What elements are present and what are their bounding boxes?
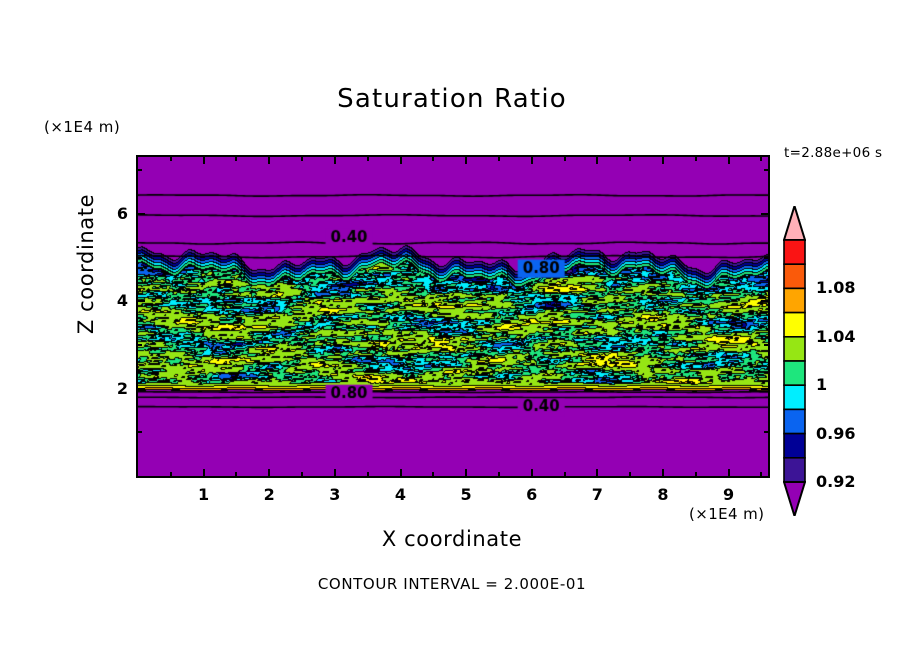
x-tick-label: 7	[591, 485, 603, 504]
y-tick-minor	[138, 343, 142, 346]
x-tick-major	[202, 469, 205, 476]
y-tick-right-major	[761, 212, 768, 215]
x-tick-top-minor	[694, 157, 697, 161]
y-tick-label: 4	[116, 291, 128, 311]
colorbar-swatch	[783, 336, 806, 362]
x-tick-top-major	[662, 157, 664, 164]
y-tick-major	[138, 387, 145, 390]
x-tick-major	[530, 469, 533, 476]
x-tick-major	[465, 469, 468, 476]
colorbar-swatch	[783, 287, 806, 314]
contour-field-canvas	[138, 157, 768, 476]
y-tick-right-minor	[764, 343, 768, 346]
x-tick-minor	[694, 472, 697, 476]
x-tick-label: 4	[394, 485, 407, 504]
colorbar-swatch	[783, 457, 806, 483]
x-tick-major	[662, 469, 664, 476]
colorbar-top-arrow	[782, 202, 807, 241]
colorbar-swatch	[783, 239, 806, 266]
colorbar-swatch	[783, 360, 806, 387]
x-tick-label: 2	[263, 485, 275, 504]
x-tick-minor	[235, 472, 238, 476]
colorbar-swatch	[783, 432, 806, 459]
colorbar-bottom-arrow	[782, 481, 807, 520]
x-tick-minor	[432, 472, 435, 476]
y-tick-label: 2	[116, 378, 128, 398]
x-tick-top-major	[333, 157, 336, 164]
x-tick-top-major	[268, 157, 271, 164]
x-tick-minor	[301, 472, 304, 476]
x-axis-title: X coordinate	[381, 527, 523, 551]
x-tick-major	[727, 469, 730, 476]
y-axis-unit-label: (×1E4 m)	[44, 118, 121, 136]
x-tick-top-major	[530, 157, 533, 164]
x-tick-top-minor	[760, 157, 763, 161]
colorbar-swatch	[783, 263, 806, 290]
x-tick-minor	[563, 472, 566, 476]
x-tick-label: 3	[329, 485, 341, 504]
y-tick-minor	[138, 431, 142, 434]
x-tick-label: 8	[657, 485, 669, 504]
x-tick-label: 1	[198, 485, 210, 504]
x-tick-top-minor	[301, 157, 304, 161]
x-tick-label: 6	[526, 485, 538, 504]
colorbar-tick-label: 0.92	[816, 472, 856, 491]
x-tick-top-minor	[497, 157, 500, 161]
colorbar-swatch	[783, 311, 806, 338]
x-tick-top-minor	[235, 157, 238, 161]
x-tick-top-minor	[629, 157, 632, 161]
y-tick-major	[138, 300, 145, 303]
contour-interval-caption: CONTOUR INTERVAL = 2.000E-01	[317, 575, 587, 593]
x-tick-minor	[760, 472, 763, 476]
x-tick-top-minor	[366, 157, 369, 161]
y-tick-label: 6	[116, 203, 128, 223]
x-tick-top-minor	[563, 157, 566, 161]
x-tick-major	[333, 469, 336, 476]
y-tick-right-minor	[764, 256, 768, 259]
y-tick-right-major	[761, 300, 768, 303]
colorbar-tick-label: 1.04	[816, 326, 856, 346]
x-tick-major	[268, 469, 271, 476]
y-tick-right-minor	[764, 431, 768, 434]
colorbar-tick-label: 1.08	[816, 278, 856, 298]
x-tick-minor	[497, 472, 500, 476]
y-tick-minor	[138, 256, 142, 259]
x-tick-top-minor	[169, 157, 172, 161]
colorbar-tick-label: 0.96	[816, 423, 856, 443]
contour-plot-area	[136, 155, 770, 478]
y-tick-right-major	[761, 387, 768, 390]
x-tick-top-major	[399, 157, 402, 164]
x-tick-label: 9	[723, 485, 735, 504]
colorbar-swatch	[783, 384, 806, 411]
colorbar-swatch	[783, 408, 806, 435]
x-tick-major	[399, 469, 402, 476]
x-tick-top-major	[596, 157, 599, 164]
y-axis-title: Z coordinate	[74, 193, 98, 335]
x-tick-minor	[169, 472, 172, 476]
x-tick-major	[596, 469, 599, 476]
y-tick-major	[138, 212, 145, 215]
x-tick-top-major	[202, 157, 205, 164]
x-axis-unit-label: (×1E4 m)	[689, 505, 765, 523]
colorbar-svg	[782, 202, 807, 520]
x-tick-minor	[629, 472, 632, 476]
colorbar	[782, 202, 807, 520]
page-title: Saturation Ratio	[337, 84, 567, 114]
x-tick-label: 5	[460, 485, 472, 504]
x-tick-top-major	[465, 157, 468, 164]
y-tick-minor	[138, 169, 142, 172]
y-tick-right-minor	[764, 169, 768, 172]
x-tick-top-major	[727, 157, 730, 164]
x-tick-top-minor	[432, 157, 435, 161]
x-tick-minor	[366, 472, 369, 476]
colorbar-tick-label: 1	[816, 375, 828, 395]
time-annotation: t=2.88e+06 s	[784, 145, 883, 161]
